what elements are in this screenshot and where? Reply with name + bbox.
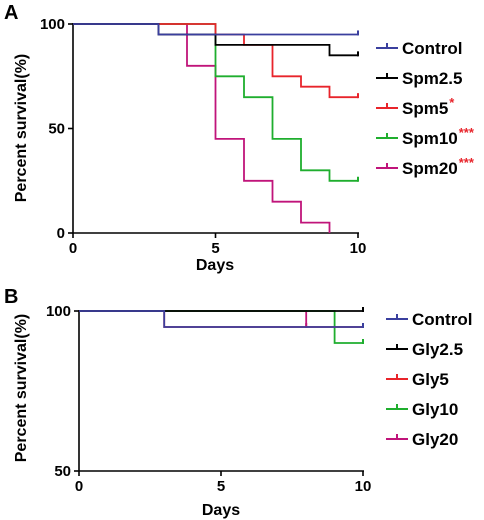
panel-b-x-tick-label: 0 xyxy=(75,478,83,495)
panel-b-y-tick-label: 50 xyxy=(54,463,71,480)
legend-label-spm5: Spm5 xyxy=(402,99,448,118)
series-line-spm10 xyxy=(73,23,358,182)
panel-a-series xyxy=(73,23,359,233)
panel-b-x-axis-label: Days xyxy=(202,502,240,519)
panel-a-x-axis-label: Days xyxy=(196,257,234,274)
legend-label-spm20: Spm20 xyxy=(402,159,458,178)
legend-label-control: Control xyxy=(412,310,472,329)
series-line-gly20 xyxy=(164,310,308,327)
panel-a-y-axis-label: Percent survival(%) xyxy=(13,54,30,203)
panel-b-label: B xyxy=(4,286,18,308)
panel-b-legend: Control Gly2.5 Gly5 Gly10 Gly20 xyxy=(386,310,472,449)
panel-b-y-tick-label: 100 xyxy=(46,303,71,320)
legend-label-control: Control xyxy=(402,39,462,58)
legend-label-gly2-5: Gly2.5 xyxy=(412,340,463,359)
panel-a-x-tick-label: 0 xyxy=(69,240,77,257)
legend-label-spm2-5: Spm2.5 xyxy=(402,69,462,88)
legend-label-gly5: Gly5 xyxy=(412,370,449,389)
legend-significance-spm10: *** xyxy=(459,125,475,140)
legend-significance-spm20: *** xyxy=(459,155,475,170)
legend-significance-spm5: * xyxy=(449,95,455,110)
panel-a-x-tick-label: 5 xyxy=(211,240,219,257)
series-line-control xyxy=(79,310,363,328)
series-line-gly5 xyxy=(79,310,363,328)
panel-b: B Percent survival(%) Days 0 5 10 50 100 Con… xyxy=(4,286,472,519)
panel-a-label: A xyxy=(4,2,18,24)
panel-b-axes: 0 5 10 50 100 xyxy=(46,303,371,495)
legend-label-gly20: Gly20 xyxy=(412,430,458,449)
panel-a-y-tick-label: 0 xyxy=(57,225,65,242)
panel-b-series xyxy=(79,307,364,344)
series-line-spm20 xyxy=(73,23,331,233)
panel-a-y-tick-label: 50 xyxy=(48,121,65,138)
panel-b-x-tick-label: 5 xyxy=(217,478,225,495)
panel-a-y-tick-label: 100 xyxy=(40,16,65,33)
series-line-control xyxy=(73,23,358,36)
panel-a-x-tick-label: 10 xyxy=(350,240,367,257)
series-line-spm5 xyxy=(73,23,358,99)
panel-b-y-axis-label: Percent survival(%) xyxy=(13,314,30,463)
legend-label-spm10: Spm10 xyxy=(402,129,458,148)
legend-label-gly10: Gly10 xyxy=(412,400,458,419)
panel-b-x-tick-label: 10 xyxy=(355,478,372,495)
